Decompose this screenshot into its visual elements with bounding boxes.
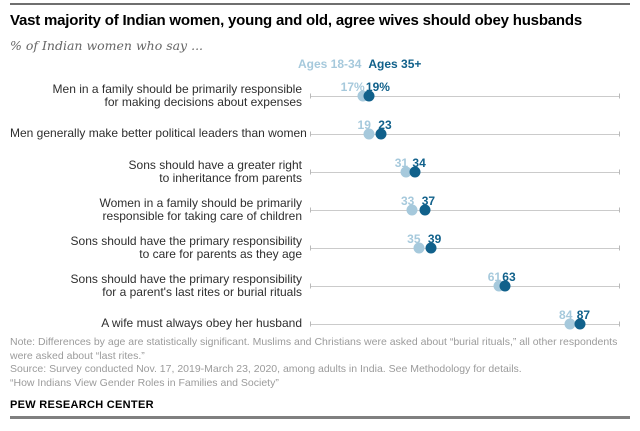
dot-ages-35-plus xyxy=(574,318,586,330)
row-label: Sons should have a greater right to inher… xyxy=(10,157,310,186)
row-axis-line xyxy=(310,209,620,211)
chart-title: Vast majority of Indian women, young and… xyxy=(10,12,583,29)
report-title-text: “How Indians View Gender Roles in Famili… xyxy=(10,376,279,389)
row-axis-line xyxy=(310,285,620,287)
axis-start-tick xyxy=(310,207,311,213)
row-plot: 19 23 xyxy=(310,115,620,153)
row-axis-line xyxy=(310,95,620,97)
axis-start-tick xyxy=(310,283,311,289)
axis-end-tick xyxy=(619,131,620,137)
chart-row: Sons should have the primary responsibil… xyxy=(10,229,630,267)
axis-end-tick xyxy=(619,93,620,99)
footer-notes: Note: Differences by age are statistical… xyxy=(10,336,632,390)
chart-subtitle: % of Indian women who say ... xyxy=(10,38,204,53)
row-label-line: Men in a family should be primarily resp… xyxy=(52,81,302,96)
legend-item-young: Ages 18-34 xyxy=(298,57,362,71)
dot-ages-35-plus xyxy=(363,90,375,102)
row-plot: 33 37 xyxy=(310,191,620,229)
pew-research-center-logo: PEW RESEARCH CENTER xyxy=(10,399,154,411)
value-ages-35-plus: 34 xyxy=(412,156,426,170)
value-ages-18-34: 84 xyxy=(559,308,573,322)
dot-ages-35-plus xyxy=(425,242,437,254)
row-axis-line xyxy=(310,247,620,249)
value-ages-18-34: 31 xyxy=(394,156,409,170)
axis-end-tick xyxy=(619,283,620,289)
dot-ages-18-34 xyxy=(564,318,576,330)
value-ages-18-34: 35 xyxy=(407,232,421,246)
dot-ages-35-plus xyxy=(375,128,387,140)
chart-rows: Men in a family should be primarily resp… xyxy=(10,77,630,343)
axis-start-tick xyxy=(310,169,311,175)
row-label-line: Sons should have a greater right xyxy=(128,157,302,172)
row-axis-line xyxy=(310,171,620,173)
dot-ages-18-34 xyxy=(363,128,375,140)
value-ages-35-plus: 23 xyxy=(378,118,392,132)
chart-row: Men in a family should be primarily resp… xyxy=(10,77,630,115)
row-plot: 61 63 xyxy=(310,267,620,305)
value-ages-18-34: 33 xyxy=(400,194,415,208)
dot-ages-18-34 xyxy=(400,166,412,178)
row-label: Men in a family should be primarily resp… xyxy=(10,81,310,110)
row-axis-line xyxy=(310,323,620,325)
chart-row: Men generally make better political lead… xyxy=(10,115,630,153)
bottom-rule xyxy=(10,416,630,419)
axis-end-tick xyxy=(619,321,620,327)
axis-start-tick xyxy=(310,321,311,327)
row-label-line: A wife must always obey her husband xyxy=(101,316,302,331)
row-label-line: Women in a family should be primarily xyxy=(99,195,302,210)
dot-ages-18-34 xyxy=(413,242,424,254)
dot-ages-35-plus xyxy=(419,204,431,216)
row-label: Men generally make better political lead… xyxy=(10,127,310,141)
row-plot: 84 87 xyxy=(310,305,620,343)
row-plot: 35 39 xyxy=(310,229,620,267)
source-text: Source: Survey conducted Nov. 17, 2019-M… xyxy=(10,363,522,375)
row-label-line: responsible for taking care of children xyxy=(102,209,302,223)
value-ages-18-34: 61 xyxy=(487,270,502,284)
value-ages-35-plus: 39 xyxy=(427,232,442,246)
note-text: Note: Differences by age are statistical… xyxy=(10,336,618,362)
legend-item-old: Ages 35+ xyxy=(368,57,422,71)
axis-end-tick xyxy=(619,207,620,213)
axis-start-tick xyxy=(310,93,311,99)
row-label: A wife must always obey her husband xyxy=(10,317,310,331)
row-plot: 31 34 xyxy=(310,153,620,191)
row-label-line: to care for parents as they age xyxy=(139,247,302,261)
value-ages-35-plus: 87 xyxy=(576,308,591,322)
row-label-line: Men generally make better political lead… xyxy=(10,126,307,141)
chart-row: Women in a family should be primarily res… xyxy=(10,191,630,229)
value-ages-18-34: 19 xyxy=(357,118,371,132)
value-ages-35-plus: 19% xyxy=(365,80,390,94)
axis-start-tick xyxy=(310,245,311,251)
row-label-line: Sons should have the primary responsibil… xyxy=(70,233,302,248)
value-ages-35-plus: 63 xyxy=(502,270,516,284)
value-ages-35-plus: 37 xyxy=(421,194,436,208)
axis-end-tick xyxy=(619,245,620,251)
dot-ages-18-34 xyxy=(406,204,418,216)
top-rule xyxy=(10,3,630,5)
dot-ages-35-plus xyxy=(409,166,421,178)
chart-row: Sons should have a greater right to inher… xyxy=(10,153,630,191)
value-ages-18-34: 17% xyxy=(340,80,365,94)
row-label: Women in a family should be primarily res… xyxy=(10,195,310,224)
axis-end-tick xyxy=(619,169,620,175)
row-label-line: for a parent's last rites or burial ritu… xyxy=(102,285,302,299)
dot-ages-18-34 xyxy=(357,90,369,102)
row-label: Sons should have the primary responsibil… xyxy=(10,271,310,300)
chart-row: Sons should have the primary responsibil… xyxy=(10,267,630,305)
row-label: Sons should have the primary responsibil… xyxy=(10,233,310,262)
dot-ages-35-plus xyxy=(499,280,511,292)
row-label-line: to inheritance from parents xyxy=(159,171,302,185)
chart-legend: Ages 18-34 Ages 35+ xyxy=(298,57,421,71)
axis-start-tick xyxy=(310,131,311,137)
chart-row: A wife must always obey her husband 84 87 xyxy=(10,305,630,343)
row-plot: 17% 19% xyxy=(310,77,620,115)
row-label-line: for making decisions about expenses xyxy=(104,95,302,109)
dot-ages-18-34 xyxy=(493,280,505,292)
row-label-line: Sons should have the primary responsibil… xyxy=(70,271,302,286)
row-axis-line xyxy=(310,133,620,135)
